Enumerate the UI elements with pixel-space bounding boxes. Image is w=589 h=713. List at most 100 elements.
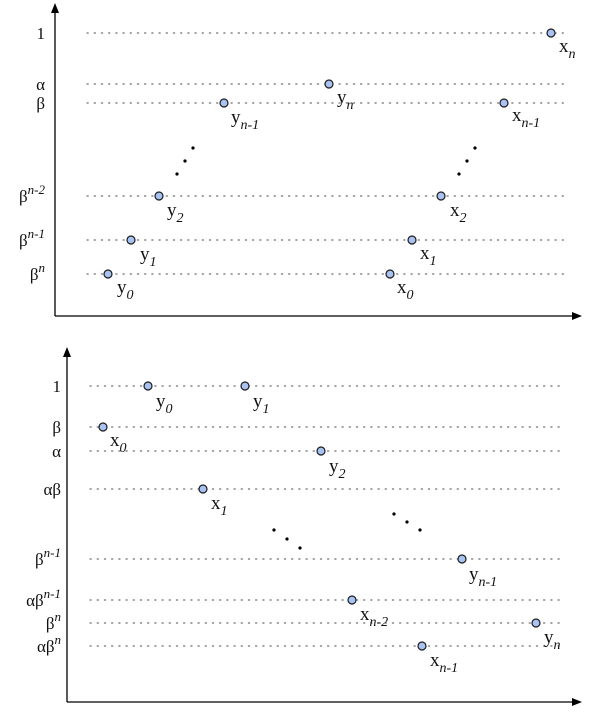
point-label-y1-sub: 1 <box>150 255 157 270</box>
level-label-beta_n-sup: n <box>55 609 62 624</box>
point-y_n_minus_1 <box>219 98 229 108</box>
level-label-beta_n_minus_2: βn-2 <box>19 182 45 206</box>
point-label-y_n_minus_1-sub: n-1 <box>479 575 498 590</box>
point-label-y_n: yn <box>337 87 354 113</box>
point-label-x1-sub: 1 <box>430 254 437 269</box>
level-label-beta_n_minus_1-sup: n-1 <box>44 545 61 560</box>
top-left-ellipsis-dot-1 <box>175 172 179 176</box>
point-label-x2-sub: 2 <box>460 211 467 226</box>
point-label-y1: y1 <box>140 244 157 270</box>
level-label-beta_n_minus_1-base: β <box>19 231 28 250</box>
point-label-x_n_minus_1-base: x <box>512 105 522 126</box>
level-label-alpha_beta_n_minus_1-sup: n-1 <box>44 586 61 601</box>
point-label-y2-base: y <box>329 456 339 477</box>
level-label-alpha-base: α <box>52 442 61 461</box>
level-label-alpha: α <box>52 442 61 461</box>
point-label-y_n_minus_1: yn-1 <box>231 107 259 133</box>
level-label-alpha_beta-base: αβ <box>43 480 61 499</box>
point-label-x2-base: x <box>450 200 460 221</box>
point-label-x_n-base: x <box>559 36 569 57</box>
level-label-alpha-base: α <box>36 75 45 94</box>
point-label-x0-base: x <box>110 430 120 451</box>
level-label-one-base: 1 <box>37 24 46 43</box>
point-label-y2-sub: 2 <box>339 467 346 482</box>
level-label-beta: β <box>36 94 45 113</box>
point-label-y_n-sub: n <box>554 638 561 653</box>
point-label-y_n_minus_1-base: y <box>469 564 479 585</box>
level-label-one: 1 <box>53 377 62 396</box>
level-label-one-base: 1 <box>53 377 62 396</box>
point-x_n_minus_2 <box>347 595 357 605</box>
level-label-beta-base: β <box>52 418 61 437</box>
point-label-y_n-base: y <box>544 627 554 648</box>
level-label-beta: β <box>52 418 61 437</box>
point-label-x_n_minus_2: xn-2 <box>360 604 388 630</box>
point-label-x_n_minus_2-base: x <box>360 604 370 625</box>
bottom-diagram-x-axis-arrow <box>572 698 582 706</box>
point-label-x1: x1 <box>420 243 437 269</box>
level-label-alpha_beta_n_minus_1: αβn-1 <box>26 586 61 610</box>
point-label-x0-sub: 0 <box>407 288 414 303</box>
top-right-ellipsis-dot-2 <box>465 159 469 163</box>
bottom-right-ellipsis-dot-2 <box>405 520 409 524</box>
point-label-x_n_minus_1-sub: n-1 <box>440 661 459 676</box>
point-label-x0: x0 <box>397 277 414 303</box>
point-label-y0-sub: 0 <box>127 288 134 303</box>
level-label-one: 1 <box>37 24 46 43</box>
level-label-beta_n: βn <box>46 609 61 633</box>
top-right-ellipsis-dot-3 <box>473 146 477 150</box>
point-label-y_n-base: y <box>337 87 347 108</box>
point-label-x_n_minus_2-sub: n-2 <box>370 615 389 630</box>
level-label-beta_n_minus_2-base: β <box>19 187 28 206</box>
point-x2 <box>436 191 446 201</box>
point-label-x_n_minus_1: xn-1 <box>512 105 540 131</box>
point-label-y_n_minus_1-base: y <box>231 107 241 128</box>
top-diagram-x-axis-arrow <box>572 312 582 320</box>
point-label-y2-base: y <box>167 200 177 221</box>
top-left-ellipsis <box>175 146 195 176</box>
level-label-alpha_beta_n-base: αβ <box>37 637 55 656</box>
bottom-left-ellipsis-dot-2 <box>285 537 289 541</box>
point-label-x_n-sub: n <box>569 47 576 62</box>
point-x_n_minus_1 <box>499 98 509 108</box>
level-label-beta-base: β <box>36 94 45 113</box>
level-label-beta_n-base: β <box>46 614 55 633</box>
point-label-x1-base: x <box>420 243 430 264</box>
bottom-left-ellipsis-dot-3 <box>298 546 302 550</box>
point-label-y2: y2 <box>167 200 184 226</box>
point-x_n_minus_1 <box>417 641 427 651</box>
level-label-beta_n_minus_1-base: β <box>35 550 44 569</box>
top-right-ellipsis-dot-1 <box>457 172 461 176</box>
level-label-beta_n_minus_1: βn-1 <box>19 226 45 250</box>
bottom-diagram-y-axis-arrow <box>63 347 71 357</box>
point-label-y0: y0 <box>156 391 173 417</box>
point-label-y_n_minus_1: yn-1 <box>469 564 497 590</box>
point-label-x2: x2 <box>450 200 467 226</box>
level-label-alpha_beta_n-sup: n <box>55 632 62 647</box>
point-label-x1: x1 <box>211 493 228 519</box>
point-y0 <box>103 269 113 279</box>
level-label-alpha_beta_n: αβn <box>37 632 61 656</box>
point-x1 <box>198 484 208 494</box>
point-label-y_n-sub: n <box>347 98 354 113</box>
point-y2 <box>316 446 326 456</box>
top-left-ellipsis-dot-2 <box>183 159 187 163</box>
point-label-y2-sub: 2 <box>177 211 184 226</box>
point-x0 <box>385 269 395 279</box>
point-label-x0-sub: 0 <box>120 441 127 456</box>
top-right-ellipsis <box>457 146 477 176</box>
point-y_n_minus_1 <box>457 554 467 564</box>
point-label-x0-base: x <box>397 277 407 298</box>
bottom-right-ellipsis-dot-1 <box>392 512 396 516</box>
level-label-alpha: α <box>36 75 45 94</box>
point-y1 <box>126 235 136 245</box>
level-label-beta_n_minus_1-sup: n-1 <box>28 226 45 241</box>
point-label-y1: y1 <box>253 391 270 417</box>
point-label-y_n: yn <box>544 627 561 653</box>
level-label-alpha_beta_n_minus_1-base: αβ <box>26 591 44 610</box>
level-label-beta_n-base: β <box>30 265 39 284</box>
